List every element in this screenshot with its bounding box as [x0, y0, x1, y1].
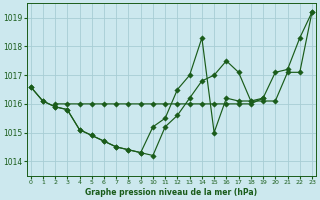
X-axis label: Graphe pression niveau de la mer (hPa): Graphe pression niveau de la mer (hPa) [85, 188, 257, 197]
